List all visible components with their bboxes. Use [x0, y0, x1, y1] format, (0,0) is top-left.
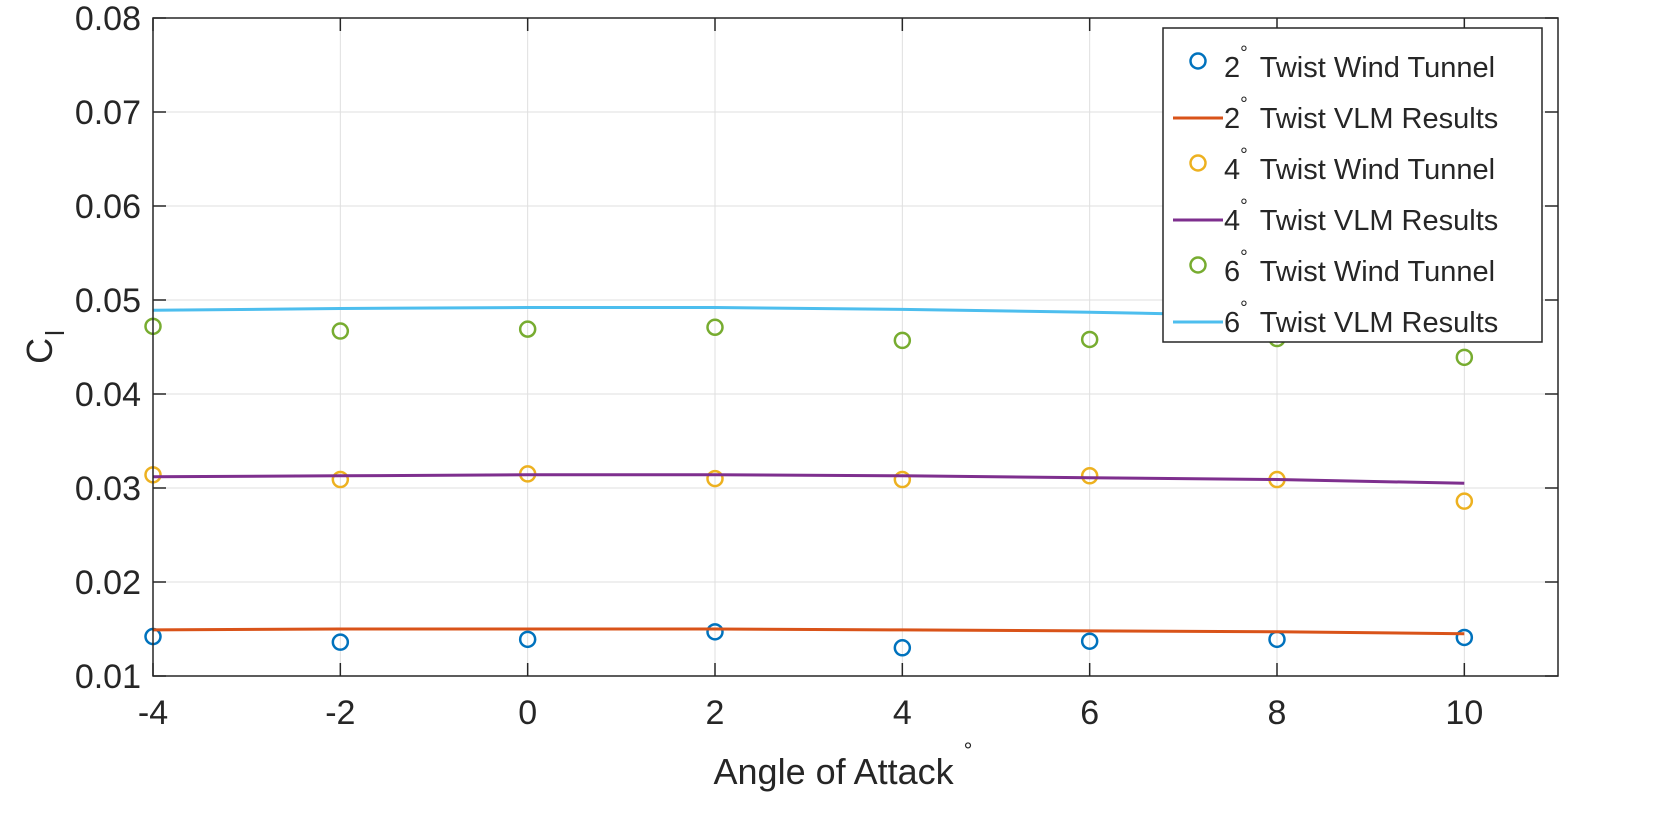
y-tick-label: 0.06	[75, 188, 141, 226]
legend-label-degree: °	[1240, 298, 1248, 319]
legend-label-text: Twist VLM Results	[1260, 307, 1499, 339]
x-tick-label: 4	[893, 694, 912, 732]
y-tick-label: 0.05	[75, 282, 141, 320]
series-line	[152, 473, 1465, 485]
legend-item: 6° Twist VLM Results	[1173, 298, 1498, 339]
x-tick-label: -4	[138, 694, 168, 732]
legend-label-degree: °	[1240, 196, 1248, 217]
y-tick-label: 0.02	[75, 564, 141, 602]
legend-label: 2° Twist Wind Tunnel	[1224, 43, 1495, 84]
y-tick-label: 0.07	[75, 94, 141, 132]
x-tick-label: 6	[1080, 694, 1099, 732]
y-tick-label: 0.04	[75, 376, 141, 414]
legend-item: 4° Twist Wind Tunnel	[1189, 145, 1495, 186]
legend-marker-swatch	[1189, 154, 1207, 172]
plot-frame	[152, 17, 1559, 677]
data-point	[1455, 628, 1474, 647]
legend-label-text: Twist Wind Tunnel	[1260, 256, 1495, 288]
legend-item: 2° Twist VLM Results	[1173, 94, 1498, 135]
x-tick-label: 2	[706, 694, 725, 732]
x-axis-label-degree: °	[964, 738, 973, 763]
y-axis-label-text: C	[19, 338, 60, 364]
y-axis-label: Cl	[19, 330, 70, 364]
legend-label-angle: 4	[1224, 205, 1240, 237]
legend-label-degree: °	[1240, 145, 1248, 166]
x-tick-label: 10	[1445, 694, 1483, 732]
series-4	[152, 473, 1465, 485]
data-point	[893, 639, 912, 657]
data-point	[1455, 492, 1474, 510]
legend-item: 6° Twist Wind Tunnel	[1189, 247, 1495, 288]
x-tick-label: 8	[1268, 694, 1287, 732]
legend-label: 2° Twist VLM Results	[1224, 94, 1498, 135]
data-point	[331, 633, 350, 651]
data-point	[331, 470, 350, 489]
legend-item: 2° Twist Wind Tunnel	[1189, 43, 1495, 84]
legend-label: 4° Twist VLM Results	[1224, 196, 1498, 237]
legend-label-text: Twist Wind Tunnel	[1260, 154, 1495, 186]
data-point	[893, 470, 912, 489]
legend-box	[1162, 27, 1543, 343]
legend-label-text: Twist Wind Tunnel	[1260, 52, 1495, 84]
x-tick-label: 0	[518, 694, 537, 732]
series-2	[152, 627, 1465, 636]
legend-label-degree: °	[1240, 43, 1248, 64]
legend-label: 6° Twist Wind Tunnel	[1224, 247, 1495, 288]
legend-marker-swatch	[1189, 256, 1207, 274]
legend-label-degree: °	[1240, 94, 1248, 115]
y-tick-label: 0.01	[75, 658, 141, 696]
legend-label-angle: 4	[1224, 154, 1240, 186]
series-line	[152, 627, 1465, 636]
data-point	[1455, 348, 1474, 367]
legend-label-text: Twist VLM Results	[1260, 103, 1499, 135]
data-point	[706, 623, 724, 641]
y-tick-label: 0.08	[75, 0, 141, 38]
data-point	[1080, 330, 1099, 349]
data-point	[518, 630, 537, 649]
data-point	[706, 318, 724, 337]
x-tick-label: -2	[325, 694, 355, 732]
x-axis-label-text: Angle of Attack	[714, 751, 955, 792]
y-tick-label: 0.03	[75, 470, 141, 508]
x-axis-label: Angle of Attack °	[714, 738, 973, 792]
data-point	[331, 322, 350, 340]
legend-label-angle: 2	[1224, 103, 1240, 135]
legend-label-angle: 2	[1224, 52, 1240, 84]
legend-label: 4° Twist Wind Tunnel	[1224, 145, 1495, 186]
data-point	[1080, 632, 1099, 650]
legend-label-text: Twist VLM Results	[1260, 205, 1499, 237]
data-point	[893, 331, 912, 350]
legend-item: 4° Twist VLM Results	[1173, 196, 1498, 237]
y-axis-label-subscript: l	[40, 330, 70, 336]
data-point	[1080, 467, 1099, 485]
data-point	[706, 469, 724, 488]
legend-label-angle: 6	[1224, 256, 1240, 288]
legend-marker-swatch	[1189, 52, 1207, 70]
data-point	[518, 320, 537, 338]
legend-label-degree: °	[1240, 247, 1248, 268]
legend-label-angle: 6	[1224, 307, 1240, 339]
axes: -4 -2 0 2 4 6 8 10 0.01 0.02 0.03 0.04 0.05 0.06 0.07 0…	[75, 0, 1558, 732]
legend-label: 6° Twist VLM Results	[1224, 298, 1498, 339]
